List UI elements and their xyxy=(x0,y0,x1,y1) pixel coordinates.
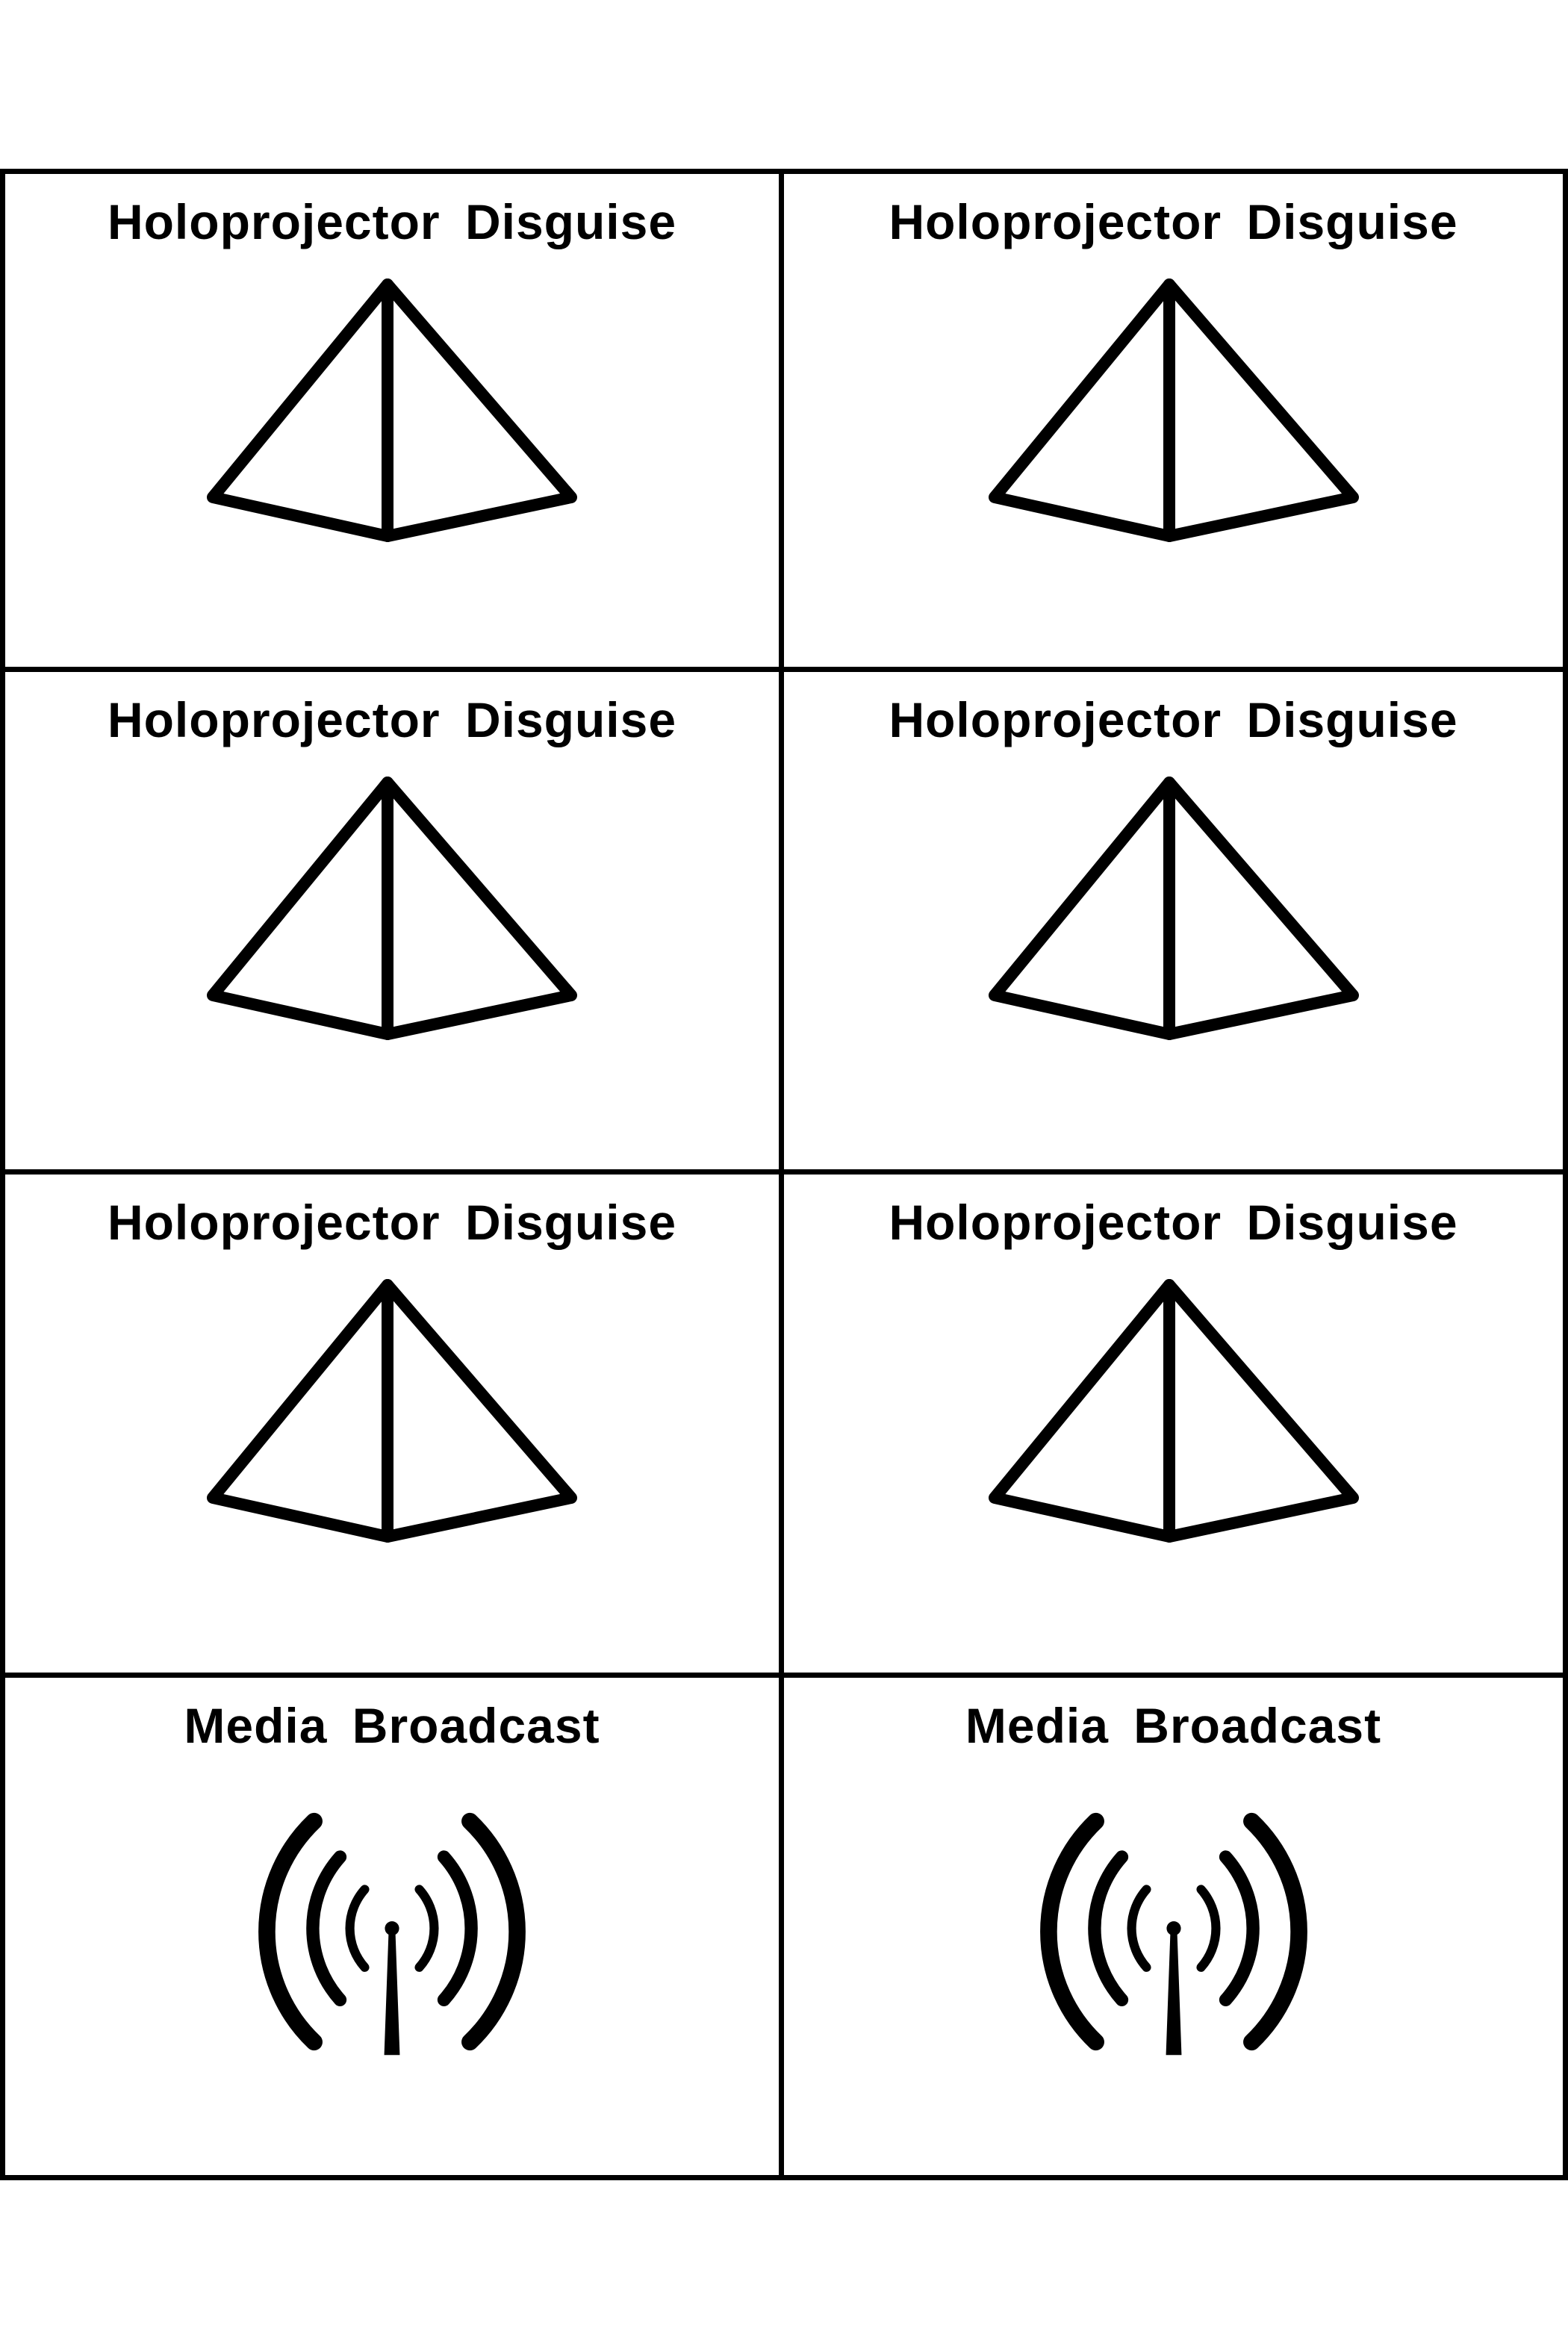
card-title: Holoprojector Disguise xyxy=(107,194,677,249)
pyramid-icon xyxy=(207,776,577,1040)
card-title: Holoprojector Disguise xyxy=(107,691,677,747)
card-title: Holoprojector Disguise xyxy=(889,194,1458,249)
card-holoprojector-disguise: Holoprojector Disguise xyxy=(0,1169,784,1678)
card-holoprojector-disguise: Holoprojector Disguise xyxy=(0,169,784,672)
pyramid-icon xyxy=(988,1279,1359,1543)
broadcast-antenna-icon xyxy=(258,1812,526,2055)
pyramid-icon xyxy=(988,776,1359,1040)
card-title: Holoprojector Disguise xyxy=(889,691,1458,747)
card-media-broadcast: Media Broadcast xyxy=(0,1672,784,2180)
card-title: Media Broadcast xyxy=(184,1697,600,1753)
card-holoprojector-disguise: Holoprojector Disguise xyxy=(779,666,1568,1175)
card-media-broadcast: Media Broadcast xyxy=(779,1672,1568,2180)
card-holoprojector-disguise: Holoprojector Disguise xyxy=(779,169,1568,672)
card-holoprojector-disguise: Holoprojector Disguise xyxy=(0,666,784,1175)
card-title: Media Broadcast xyxy=(965,1697,1382,1753)
pyramid-icon xyxy=(207,1279,577,1543)
broadcast-antenna-icon xyxy=(1039,1812,1307,2055)
card-title: Holoprojector Disguise xyxy=(107,1195,677,1250)
pyramid-icon xyxy=(988,279,1359,542)
card-holoprojector-disguise: Holoprojector Disguise xyxy=(779,1169,1568,1678)
pyramid-icon xyxy=(207,279,577,542)
card-sheet: Holoprojector Disguise Holoprojector Dis… xyxy=(0,169,1568,2180)
card-title: Holoprojector Disguise xyxy=(889,1195,1458,1250)
